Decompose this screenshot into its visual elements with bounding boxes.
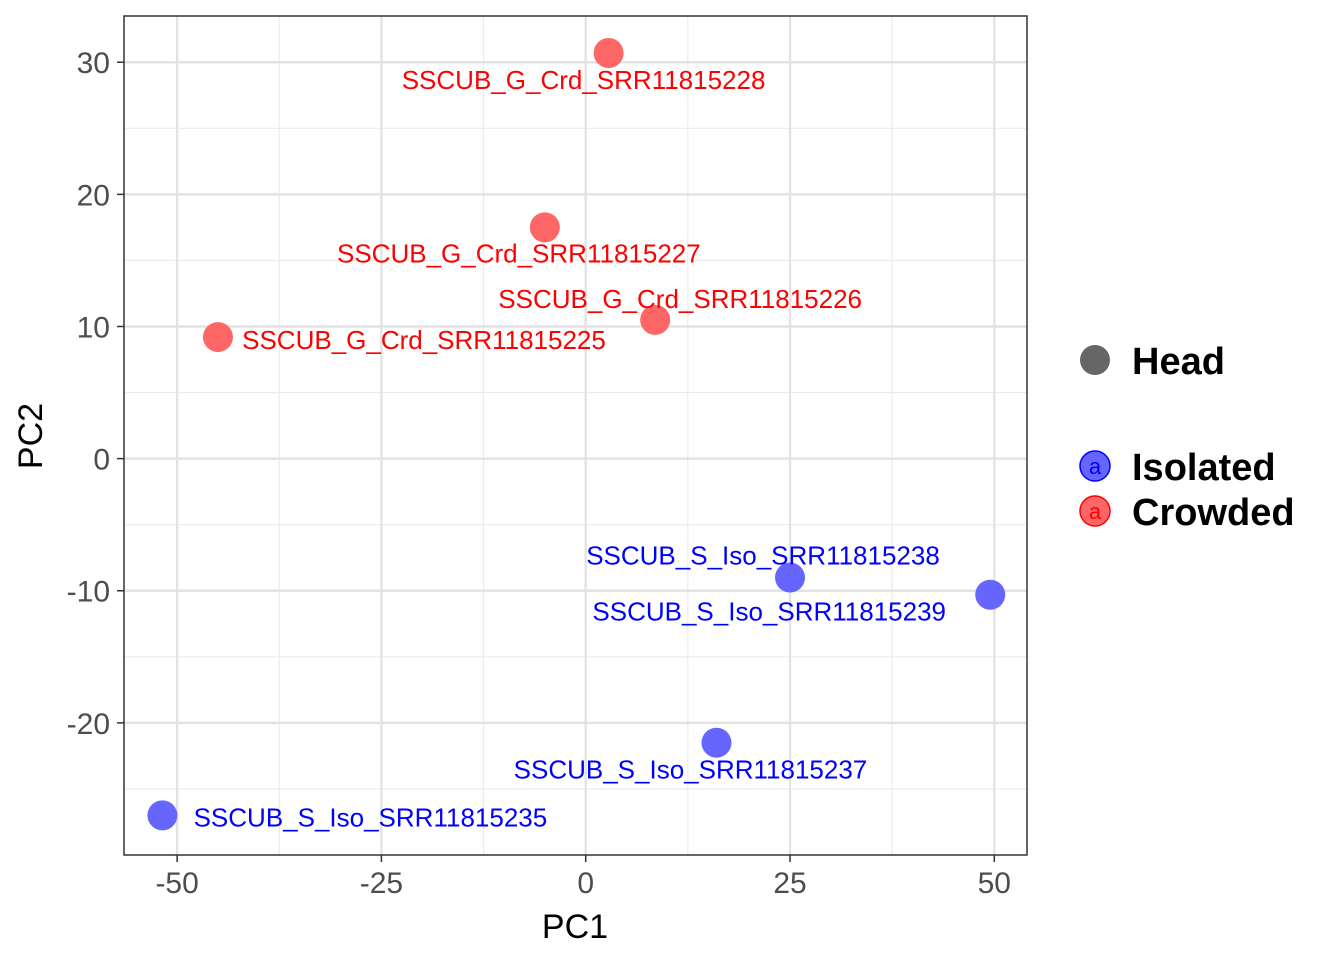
legend-label-crowded: Crowded (1132, 492, 1295, 534)
legend-key-crowded (1079, 495, 1111, 527)
y-tick-label: 10 (77, 311, 110, 344)
x-tick-label: 0 (577, 867, 594, 900)
point-label-crowded: SSCUB_G_Crd_SRR11815228 (402, 65, 766, 95)
x-axis-title: PC1 (542, 908, 608, 946)
legend-key-isolated (1079, 450, 1111, 482)
legend-key-letter-crowded: a (1089, 499, 1102, 524)
legend-shape-title: Head (1132, 341, 1225, 383)
plot-panel-border (123, 15, 1028, 856)
point-label-isolated: SSCUB_S_Iso_SRR11815237 (514, 755, 868, 785)
axes: -50 -25 0 25 50 -20 -10 0 10 20 30 (67, 47, 1011, 900)
point-labels: SSCUB_G_Crd_SRR11815228 SSCUB_G_Crd_SRR11… (194, 65, 946, 832)
point-label-crowded: SSCUB_G_Crd_SRR11815227 (337, 238, 701, 268)
y-tick-label: -20 (67, 708, 110, 741)
y-tick-label: 20 (77, 179, 110, 212)
legend-shape-key (1080, 345, 1110, 375)
grid (124, 16, 1027, 855)
legend-key-letter-isolated: a (1089, 454, 1102, 479)
data-point-crowded (202, 322, 233, 353)
data-point-isolated (775, 562, 806, 593)
point-label-isolated: SSCUB_S_Iso_SRR11815235 (194, 802, 548, 832)
legend-label-isolated: Isolated (1132, 447, 1276, 489)
y-tick-label: 30 (77, 47, 110, 80)
data-point-crowded (593, 37, 624, 68)
y-axis-title: PC2 (12, 403, 50, 469)
y-tick-label: -10 (67, 576, 110, 609)
x-tick-label: -50 (155, 867, 198, 900)
data-point-crowded (529, 212, 560, 243)
point-label-isolated: SSCUB_S_Iso_SRR11815238 (586, 541, 940, 571)
data-point-isolated (975, 579, 1006, 610)
point-label-isolated: SSCUB_S_Iso_SRR11815239 (592, 597, 946, 627)
data-points (147, 37, 1006, 831)
data-point-crowded (640, 304, 671, 335)
data-point-isolated (147, 800, 178, 831)
x-tick-label: 50 (978, 867, 1011, 900)
point-label-crowded: SSCUB_G_Crd_SRR11815226 (498, 284, 862, 314)
data-point-isolated (701, 727, 732, 758)
legend: Head a Isolated a Crowded (1079, 341, 1295, 534)
point-label-crowded: SSCUB_G_Crd_SRR11815225 (242, 325, 606, 355)
y-tick-label: 0 (93, 444, 110, 477)
x-tick-label: -25 (360, 867, 403, 900)
x-tick-label: 25 (773, 867, 806, 900)
